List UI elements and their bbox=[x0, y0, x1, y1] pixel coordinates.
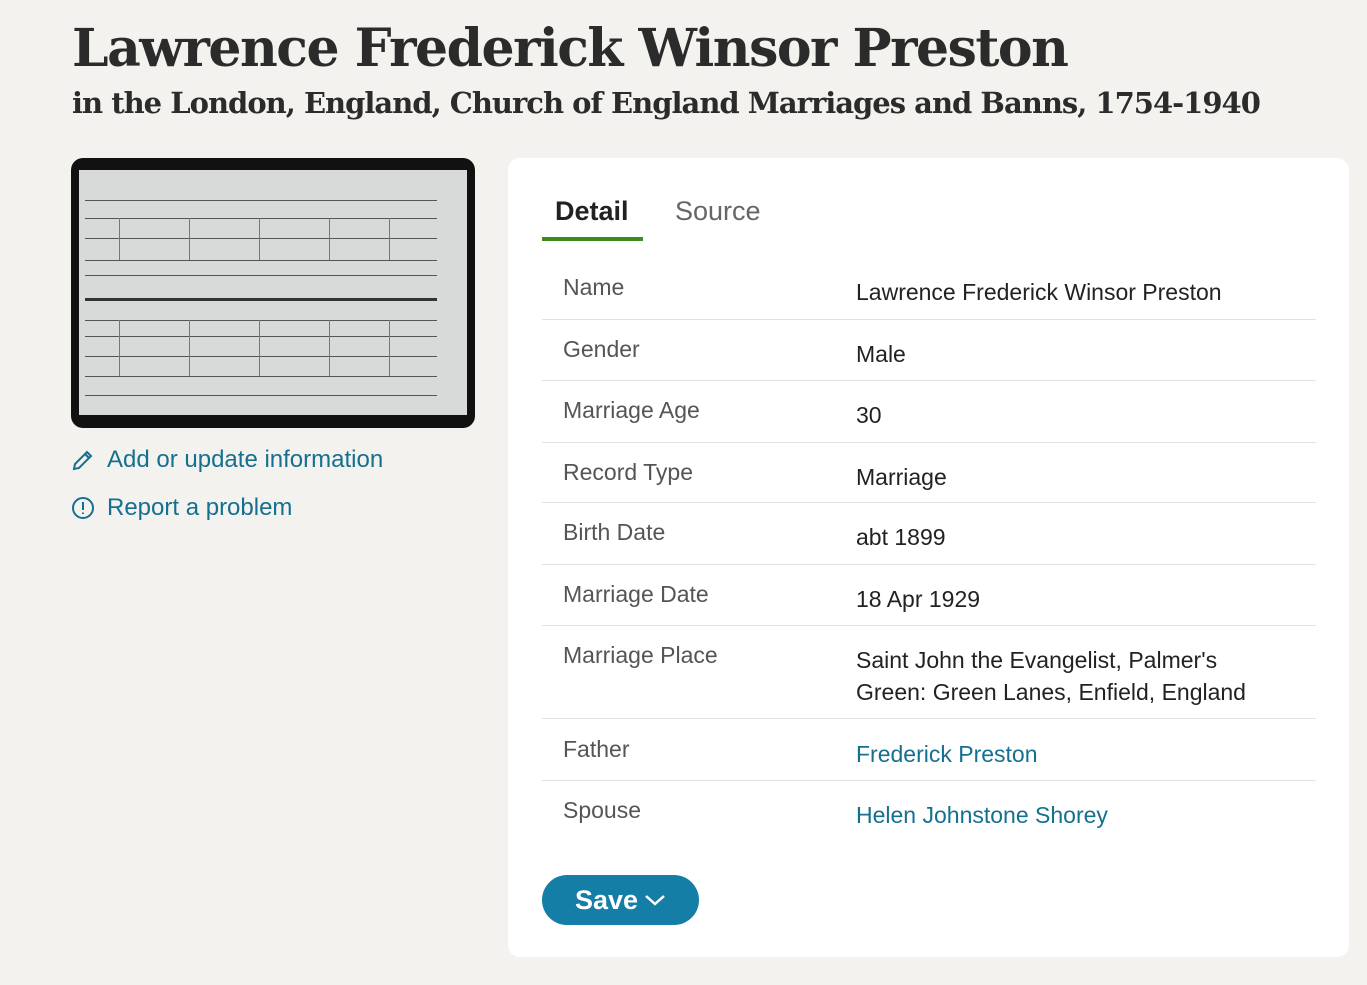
save-label: Save bbox=[574, 884, 639, 915]
detail-label: Marriage Age bbox=[563, 397, 700, 423]
add-update-label: Add or update information bbox=[107, 446, 384, 473]
pencil-icon bbox=[72, 450, 93, 471]
father-link[interactable]: Frederick Preston bbox=[856, 741, 1038, 767]
detail-label: Marriage Date bbox=[563, 581, 709, 607]
report-problem-label: Report a problem bbox=[107, 494, 293, 521]
detail-label: Spouse bbox=[563, 797, 642, 823]
detail-value: 30 bbox=[856, 402, 882, 428]
detail-value: Marriage bbox=[856, 464, 947, 490]
detail-value: Saint John the Evangelist, Palmer's Gree… bbox=[856, 647, 1246, 705]
detail-label: Name bbox=[563, 274, 625, 300]
detail-row-name: Name Lawrence Frederick Winsor Preston bbox=[542, 274, 1316, 320]
register-page-image bbox=[79, 170, 467, 415]
record-image-thumbnail[interactable] bbox=[71, 158, 475, 428]
detail-label: Gender bbox=[563, 336, 640, 362]
detail-row-spouse: Spouse Helen Johnstone Shorey bbox=[542, 797, 1316, 837]
chevron-down-icon bbox=[645, 895, 665, 906]
report-problem-link[interactable]: Report a problem bbox=[71, 494, 292, 522]
detail-row-record-type: Record Type Marriage bbox=[542, 459, 1316, 503]
tab-source[interactable]: Source bbox=[675, 196, 761, 226]
detail-row-marriage-date: Marriage Date 18 Apr 1929 bbox=[542, 581, 1316, 626]
active-tab-indicator bbox=[542, 237, 643, 241]
spouse-link[interactable]: Helen Johnstone Shorey bbox=[856, 802, 1108, 828]
page-title: Lawrence Frederick Winsor Preston bbox=[72, 18, 1069, 79]
detail-value: abt 1899 bbox=[856, 524, 946, 550]
detail-label: Father bbox=[563, 736, 630, 762]
add-update-information-link[interactable]: Add or update information bbox=[71, 446, 383, 474]
save-button[interactable]: Save bbox=[542, 875, 699, 925]
collection-subtitle[interactable]: in the London, England, Church of Englan… bbox=[72, 86, 1261, 120]
detail-value: Male bbox=[856, 341, 906, 367]
alert-circle-icon bbox=[72, 497, 94, 519]
tab-detail[interactable]: Detail bbox=[555, 196, 629, 226]
detail-row-marriage-age: Marriage Age 30 bbox=[542, 397, 1316, 443]
detail-label: Marriage Place bbox=[563, 642, 718, 668]
detail-value: 18 Apr 1929 bbox=[856, 586, 981, 612]
detail-row-marriage-place: Marriage Place Saint John the Evangelist,… bbox=[542, 642, 1316, 719]
record-detail-card: Detail Source Name Lawrence Frederick Win… bbox=[508, 158, 1349, 957]
detail-label: Birth Date bbox=[563, 519, 666, 545]
detail-label: Record Type bbox=[563, 459, 693, 485]
detail-row-father: Father Frederick Preston bbox=[542, 736, 1316, 781]
detail-value: Lawrence Frederick Winsor Preston bbox=[856, 279, 1222, 305]
detail-row-gender: Gender Male bbox=[542, 336, 1316, 381]
detail-row-birth-date: Birth Date abt 1899 bbox=[542, 519, 1316, 565]
